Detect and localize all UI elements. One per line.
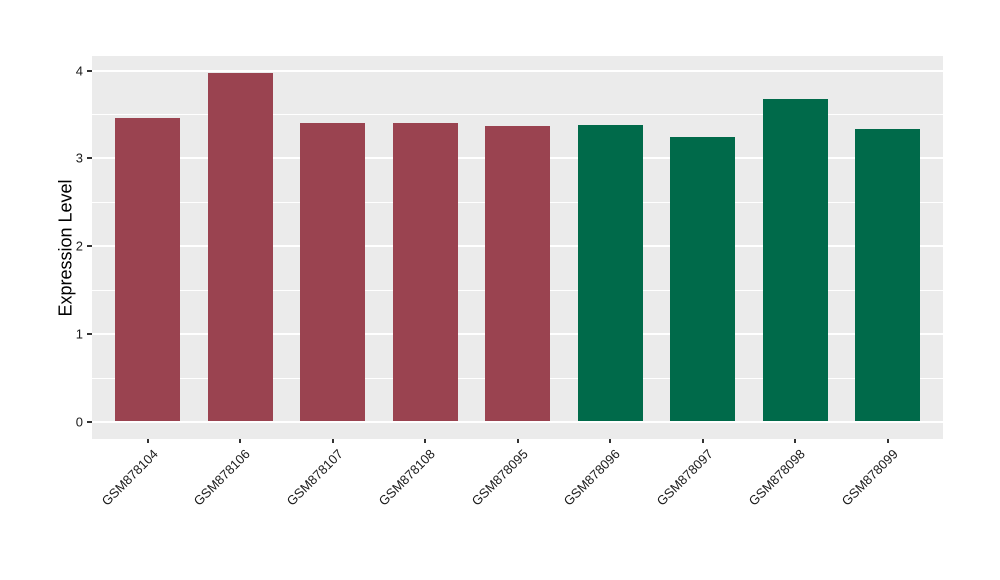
major-gridline (92, 69, 943, 72)
y-tick-mark (87, 420, 92, 423)
bar-GSM878099 (855, 129, 920, 422)
y-tick-label: 2 (75, 238, 83, 254)
x-tick-label: GSM878108 (375, 446, 438, 509)
minor-gridline (92, 114, 943, 116)
bar-GSM878096 (577, 124, 643, 422)
plot-panel (92, 56, 943, 439)
x-tick-label: GSM878096 (560, 446, 623, 509)
x-tick-mark (701, 439, 704, 443)
y-tick-mark (87, 245, 92, 247)
y-tick-label: 3 (75, 150, 83, 166)
x-tick-mark (516, 439, 519, 443)
y-tick-mark (87, 157, 92, 160)
bar-GSM878107 (300, 123, 365, 422)
y-axis-title: Expression Level (55, 179, 76, 317)
y-tick-mark (87, 69, 92, 72)
x-tick-label: GSM878095 (468, 446, 531, 509)
y-tick-label: 4 (75, 63, 83, 78)
x-tick-mark (424, 439, 426, 443)
y-tick-label: 0 (75, 414, 83, 429)
x-tick-label: GSM878099 (838, 446, 901, 509)
bar-GSM878104 (115, 117, 180, 422)
x-tick-mark (886, 439, 889, 443)
x-tick-label: GSM878098 (745, 446, 808, 509)
x-tick-mark (331, 439, 334, 443)
major-gridline (92, 420, 943, 423)
x-tick-label: GSM878104 (98, 446, 161, 509)
x-tick-label: GSM878106 (190, 446, 253, 509)
bar-GSM878095 (485, 125, 550, 422)
x-tick-mark (239, 439, 241, 443)
bar-GSM878108 (392, 123, 458, 422)
bar-GSM878098 (762, 99, 828, 422)
y-tick-mark (87, 332, 92, 335)
x-tick-mark (146, 439, 149, 443)
x-tick-mark (794, 439, 796, 443)
bar-GSM878097 (670, 137, 735, 422)
x-tick-mark (609, 439, 611, 443)
x-tick-label: GSM878097 (653, 446, 716, 509)
y-tick-label: 1 (75, 326, 83, 342)
x-tick-label: GSM878107 (283, 446, 346, 509)
bar-GSM878106 (207, 73, 273, 422)
